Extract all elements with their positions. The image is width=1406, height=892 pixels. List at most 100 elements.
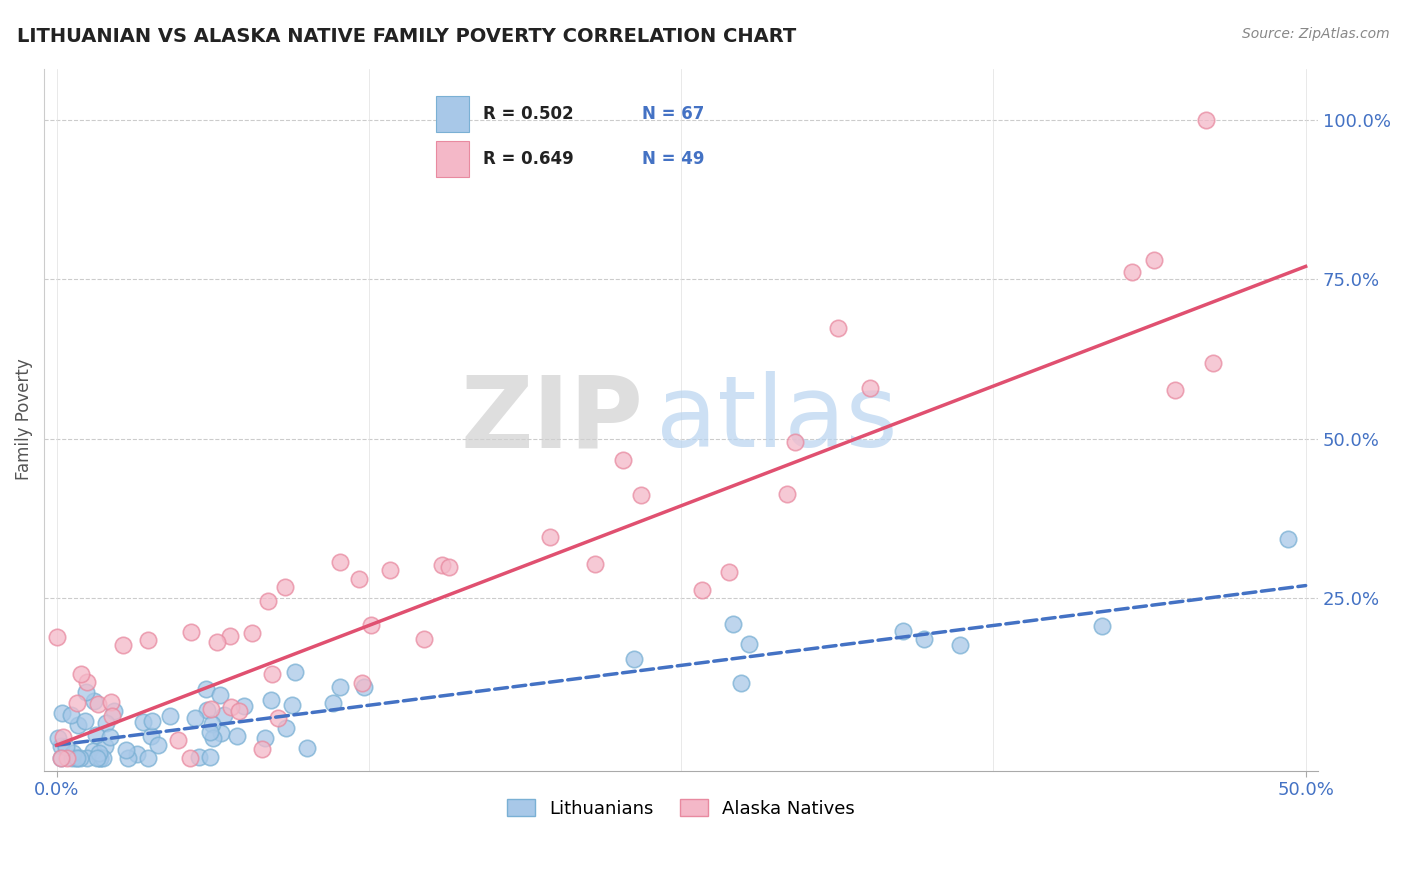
Point — [1195, 112, 1218, 127]
Point — [51, 751, 73, 765]
Point — [380, 564, 402, 578]
Point — [66, 718, 89, 732]
Point — [212, 707, 235, 722]
Point — [136, 633, 159, 648]
Point — [117, 751, 139, 765]
Point — [267, 710, 290, 724]
Point — [76, 675, 98, 690]
Point — [250, 741, 273, 756]
Point — [276, 721, 298, 735]
Text: LITHUANIAN VS ALASKA NATIVE FAMILY POVERTY CORRELATION CHART: LITHUANIAN VS ALASKA NATIVE FAMILY POVER… — [17, 27, 796, 45]
Point — [430, 558, 453, 572]
Point — [254, 731, 277, 746]
Point — [219, 700, 242, 714]
Point — [1202, 356, 1225, 370]
Point — [329, 555, 352, 569]
Point — [630, 488, 652, 502]
Point — [87, 697, 110, 711]
Point — [360, 618, 382, 632]
Point — [205, 635, 228, 649]
Point — [226, 729, 249, 743]
Point — [1277, 532, 1299, 546]
Point — [76, 751, 98, 765]
Point — [112, 638, 135, 652]
Point — [91, 751, 114, 765]
Point — [132, 715, 155, 730]
Legend: Lithuanians, Alaska Natives: Lithuanians, Alaska Natives — [501, 792, 862, 825]
Point — [218, 629, 240, 643]
Y-axis label: Family Poverty: Family Poverty — [15, 359, 32, 481]
Point — [623, 652, 645, 666]
Point — [56, 751, 79, 765]
Point — [232, 698, 254, 713]
Point — [89, 751, 111, 765]
Point — [148, 738, 170, 752]
Point — [322, 696, 344, 710]
Point — [200, 702, 222, 716]
Point — [139, 729, 162, 743]
Point — [62, 746, 84, 760]
Point — [98, 730, 121, 744]
Point — [538, 530, 561, 544]
Point — [184, 711, 207, 725]
Point — [51, 706, 73, 721]
Point — [583, 557, 606, 571]
Point — [353, 680, 375, 694]
Point — [202, 731, 225, 746]
Point — [46, 731, 69, 746]
Point — [167, 733, 190, 747]
Point — [1143, 252, 1166, 267]
Point — [46, 630, 69, 644]
Point — [87, 746, 110, 760]
Point — [738, 637, 761, 651]
Point — [612, 453, 634, 467]
Point — [125, 747, 148, 762]
Point — [141, 714, 163, 728]
Point — [179, 751, 201, 765]
Point — [297, 741, 319, 756]
Point — [201, 717, 224, 731]
Point — [114, 743, 136, 757]
Point — [273, 580, 295, 594]
Point — [208, 688, 231, 702]
Point — [827, 320, 849, 334]
Point — [891, 624, 914, 639]
Point — [437, 559, 460, 574]
Point — [52, 730, 75, 744]
Point — [73, 714, 96, 729]
Point — [55, 739, 77, 754]
Point — [1121, 265, 1143, 279]
Point — [198, 749, 221, 764]
Point — [103, 704, 125, 718]
Point — [347, 572, 370, 586]
Point — [1163, 383, 1185, 397]
Point — [949, 638, 972, 652]
Point — [136, 751, 159, 765]
Point — [49, 751, 72, 765]
Point — [65, 751, 87, 765]
Point — [228, 704, 250, 718]
Point — [84, 728, 107, 742]
Point — [94, 739, 117, 753]
Point — [690, 582, 713, 597]
Point — [101, 708, 124, 723]
Point — [69, 667, 91, 681]
Point — [721, 617, 744, 632]
Point — [260, 693, 283, 707]
Point — [412, 632, 434, 646]
Point — [776, 486, 799, 500]
Point — [86, 751, 108, 765]
Text: Source: ZipAtlas.com: Source: ZipAtlas.com — [1241, 27, 1389, 41]
Point — [1091, 619, 1114, 633]
Point — [240, 626, 263, 640]
Point — [75, 685, 97, 699]
Point — [284, 665, 307, 679]
Point — [51, 739, 73, 753]
Point — [912, 632, 935, 646]
Point — [858, 381, 880, 395]
Point — [82, 744, 104, 758]
Point — [69, 751, 91, 765]
Point — [195, 682, 218, 697]
Point — [200, 725, 222, 739]
Point — [159, 709, 181, 723]
